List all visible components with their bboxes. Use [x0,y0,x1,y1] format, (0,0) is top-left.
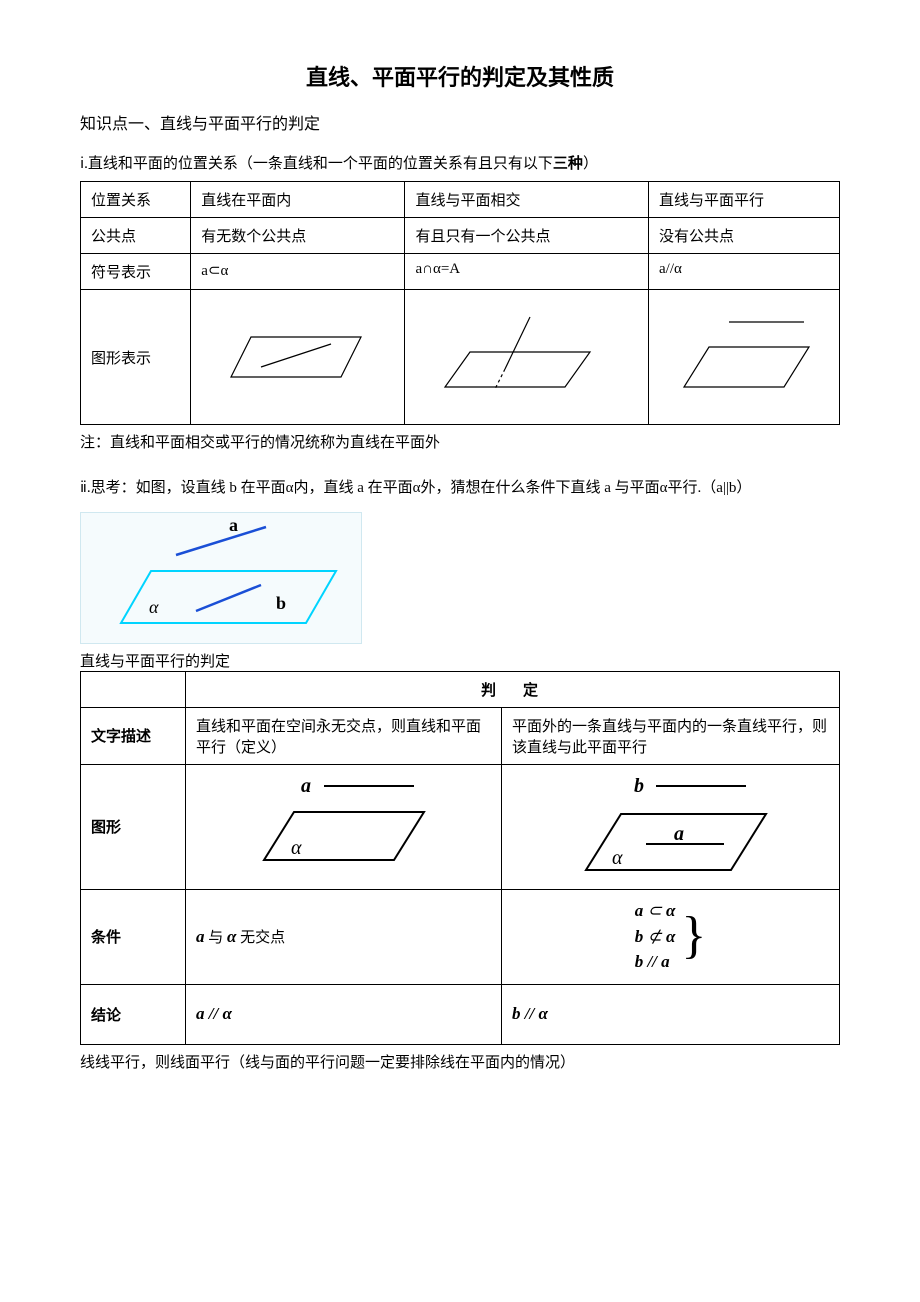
table-row: 符号表示 a⊂α a∩α=A a//α [81,254,840,290]
label-alpha: α [149,597,159,617]
table-row: 图形 a α b a α [81,764,840,889]
knowledge-point-heading: 知识点一、直线与平面平行的判定 [80,110,840,134]
sym-a: a [661,952,670,971]
row-label: 图形 [81,764,186,889]
cell: 直线在平面内 [191,182,405,218]
row-label: 文字描述 [81,707,186,764]
cell: 没有公共点 [649,218,840,254]
sym-a: a [635,901,644,920]
sym-notsubset: ⊄ [643,927,666,946]
label-a: a [674,823,684,845]
plane-icon [415,307,605,407]
sym-alpha: α [666,901,675,920]
label-b: b [276,593,286,613]
sub-i-suffix: ） [583,156,598,172]
sym-subset: ⊂ [643,901,666,920]
text: 无交点 [236,930,285,946]
label-alpha: α [291,837,302,859]
sym-a: a [196,927,205,946]
text: 与 [205,930,228,946]
figure-theorem: b a α [502,764,840,889]
condition-1: a 与 α 无交点 [186,889,502,984]
cell: 有无数个公共点 [191,218,405,254]
cell: a//α [649,254,840,290]
sub-i-prefix: ⅰ.直线和平面的位置关系（一条直线和一个平面的位置关系有且只有以下 [80,156,553,172]
sym-parallel: // [643,952,661,971]
table-row: 位置关系 直线在平面内 直线与平面相交 直线与平面平行 [81,182,840,218]
label-a: a [301,775,311,797]
sym-b: b [635,927,644,946]
judgment-table: 判 定 文字描述 直线和平面在空间永无交点，则直线和平面平行（定义） 平面外的一… [80,671,840,1045]
end-note: 线线平行，则线面平行（线与面的平行问题一定要排除线在平面内的情况） [80,1051,840,1072]
plane-icon [201,312,371,402]
table-row: 判 定 [81,671,840,707]
right-brace-icon: } [681,913,706,960]
note-text: 注：直线和平面相交或平行的情况统称为直线在平面外 [80,431,840,452]
plane-icon [659,307,829,407]
table-row: 公共点 有无数个公共点 有且只有一个公共点 没有公共点 [81,218,840,254]
cell: 直线与平面平行 [649,182,840,218]
row-label: 结论 [81,984,186,1044]
conclusion-2: b // α [502,984,840,1044]
judgment-heading: 直线与平面平行的判定 [80,650,840,671]
table-row: 结论 a // α b // α [81,984,840,1044]
sym-alpha: α [538,1004,547,1023]
cell: a∩α=A [405,254,649,290]
figure-definition: a α [186,764,502,889]
think-diagram: a b α [80,512,362,644]
conclusion-1: a // α [186,984,502,1044]
sym-alpha: α [227,927,236,946]
label-a: a [229,515,238,535]
table-row: 条件 a 与 α 无交点 a ⊂ α b ⊄ α b // a } [81,889,840,984]
table-row: 图形表示 [81,290,840,425]
cell: 平面外的一条直线与平面内的一条直线平行，则该直线与此平面平行 [502,707,840,764]
sym-parallel: // [205,1004,223,1023]
sym-a: a [196,1004,205,1023]
figure-line-parallel-plane [649,290,840,425]
figure-line-in-plane [191,290,405,425]
sub-ii-think: ⅱ.思考：如图，设直线 b 在平面α内，直线 a 在平面α外，猜想在什么条件下直… [80,476,840,502]
cell: 符号表示 [81,254,191,290]
plane-icon: a α [239,772,449,872]
condition-2: a ⊂ α b ⊄ α b // a } [502,889,840,984]
sub-i-heading: ⅰ.直线和平面的位置关系（一条直线和一个平面的位置关系有且只有以下三种） [80,152,840,173]
sub-i-bold: 三种 [553,156,583,172]
sym-alpha: α [222,1004,231,1023]
table-row: 文字描述 直线和平面在空间永无交点，则直线和平面平行（定义） 平面外的一条直线与… [81,707,840,764]
position-relation-table: 位置关系 直线在平面内 直线与平面相交 直线与平面平行 公共点 有无数个公共点 … [80,181,840,425]
cell: 公共点 [81,218,191,254]
plane-icon: b a α [556,772,786,882]
label-alpha: α [612,847,623,869]
sym-b: b [635,952,644,971]
label-b: b [634,775,644,797]
cell: 图形表示 [81,290,191,425]
cell: a⊂α [191,254,405,290]
cell: 位置关系 [81,182,191,218]
sym-alpha: α [666,927,675,946]
page-title: 直线、平面平行的判定及其性质 [80,60,840,92]
figure-line-intersect-plane [405,290,649,425]
cell: 直线与平面相交 [405,182,649,218]
cell: 有且只有一个公共点 [405,218,649,254]
sym-b: b [512,1004,521,1023]
cell-empty [81,671,186,707]
cell: 直线和平面在空间永无交点，则直线和平面平行（定义） [186,707,502,764]
row-label: 条件 [81,889,186,984]
sym-parallel: // [521,1004,539,1023]
judgment-header: 判 定 [186,671,840,707]
diagram-icon: a b α [81,513,361,643]
